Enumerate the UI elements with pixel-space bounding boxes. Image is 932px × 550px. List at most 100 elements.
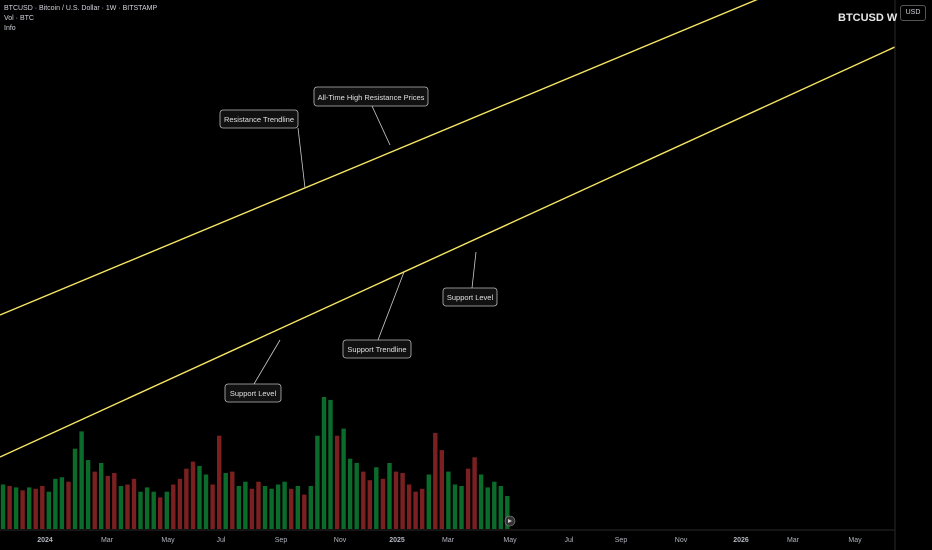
volume-bar	[105, 475, 110, 529]
volume-bar	[33, 488, 38, 529]
volume-bar	[282, 481, 287, 529]
volume-bar	[92, 471, 97, 529]
volume-bar	[223, 473, 228, 529]
x-tick-label: Nov	[334, 537, 347, 544]
resistance-callout-box[interactable]	[219, 109, 299, 129]
support-trend-callout-label: Support Trendline	[347, 345, 406, 354]
volume-bar	[289, 488, 294, 529]
volume-bar	[256, 481, 261, 529]
volume-bar	[217, 435, 222, 529]
volume-bar	[439, 450, 444, 529]
x-tick-label: Sep	[615, 537, 628, 544]
volume-bar	[171, 484, 176, 529]
x-tick-label: 2024	[37, 537, 53, 544]
volume-bar	[138, 491, 143, 529]
volume-bar	[249, 488, 255, 529]
volume-bar	[203, 474, 209, 529]
volume-bar	[413, 491, 418, 529]
volume-bar	[72, 448, 78, 529]
support-trend-callout-line	[377, 271, 405, 341]
volume-bar	[118, 486, 124, 529]
x-tick-label: May	[848, 537, 862, 544]
time-axis: 2024 Mar May Jul Sep Nov 2025 Mar May Jul Sep Nov 20…	[0, 529, 895, 544]
volume-bar	[131, 478, 137, 529]
resistance-trendline[interactable]	[0, 0, 780, 316]
volume-bar	[420, 488, 425, 529]
x-tick-label: Nov	[675, 537, 688, 544]
x-tick-label: 2026	[733, 537, 749, 544]
volume-bar	[236, 486, 241, 529]
volume-bar	[374, 467, 379, 529]
volume-bar	[27, 487, 32, 529]
support-trendline[interactable]	[0, 29, 932, 458]
ath-callout-line	[371, 105, 391, 146]
volume-bar	[112, 473, 117, 529]
volume-bar	[308, 486, 313, 529]
volume-bar	[334, 435, 340, 529]
volume-bar	[328, 399, 333, 529]
support-level-2-callout-label: Support Level	[447, 293, 494, 302]
volume-bar	[230, 471, 235, 529]
volume-bar	[0, 484, 6, 529]
resistance-callout-line	[297, 127, 306, 189]
volume-bar	[341, 428, 346, 529]
price-axis: 170,000150,00068,00062,00056,00050,00046…	[894, 0, 932, 550]
volume-indicator-label[interactable]: Vol · BTC	[4, 15, 34, 22]
volume-bar	[66, 481, 71, 529]
volume-bar	[426, 474, 431, 529]
volume-bar	[164, 491, 169, 529]
ath-callout-box[interactable]	[313, 86, 429, 107]
volume-bar	[20, 490, 25, 529]
x-tick-label: Sep	[275, 537, 288, 544]
annotations: Resistance Trendline All-Time High Resis…	[219, 86, 498, 403]
volume-bar	[53, 478, 58, 529]
symbol-watermark: BTCUSD W	[838, 12, 898, 24]
info-label[interactable]: Info	[4, 25, 16, 32]
volume-bar	[400, 473, 405, 529]
replay-icon[interactable]	[504, 515, 516, 527]
volume-bar	[158, 497, 163, 529]
trendlines	[0, 0, 932, 458]
x-tick-label: Jul	[565, 537, 574, 544]
ath-callout-label: All-Time High Resistance Prices	[318, 93, 425, 102]
support-level-1-callout-label: Support Level	[230, 389, 277, 398]
x-tick-label: May	[503, 537, 517, 544]
support-level-2-callout-box[interactable]	[442, 287, 498, 307]
volume-bar	[144, 487, 150, 529]
volume-bar	[452, 484, 458, 529]
resistance-callout-label: Resistance Trendline	[224, 115, 294, 124]
support-level-1-callout-box[interactable]	[224, 383, 282, 403]
volume-bar	[262, 486, 268, 529]
volume-bar	[380, 478, 386, 529]
currency-button[interactable]: USD	[900, 5, 926, 21]
volume-bar	[210, 484, 215, 529]
volume-bar	[478, 474, 484, 529]
volume-bar	[387, 463, 392, 529]
volume-bar	[177, 478, 183, 529]
volume-bar	[367, 480, 372, 529]
volume-bar	[406, 484, 412, 529]
volume-bar	[85, 460, 91, 529]
x-tick-label: Mar	[101, 537, 114, 544]
x-tick-label: 2025	[389, 537, 405, 544]
volume-bar	[79, 431, 84, 529]
volume-bar	[433, 432, 438, 529]
volume-bar	[315, 435, 320, 529]
volume-bar	[151, 491, 156, 529]
symbol-description[interactable]: BTCUSD · Bitcoin / U.S. Dollar · 1W · BI…	[4, 5, 158, 12]
volume-bar	[184, 468, 189, 529]
support-trend-callout-box[interactable]	[342, 339, 412, 359]
volume-bar	[485, 487, 490, 529]
support-level-1-callout-line	[253, 339, 281, 385]
volume-bar	[498, 486, 503, 529]
volume-bar	[46, 491, 51, 529]
volume-bar	[465, 468, 471, 529]
volume-bar	[361, 471, 366, 529]
volume-bar	[295, 486, 300, 529]
volume-bar	[492, 481, 497, 529]
volume-bar	[472, 457, 477, 529]
support-level-2-callout-line	[471, 251, 477, 289]
x-tick-label: Jul	[217, 537, 226, 544]
volume-bar	[459, 486, 464, 529]
